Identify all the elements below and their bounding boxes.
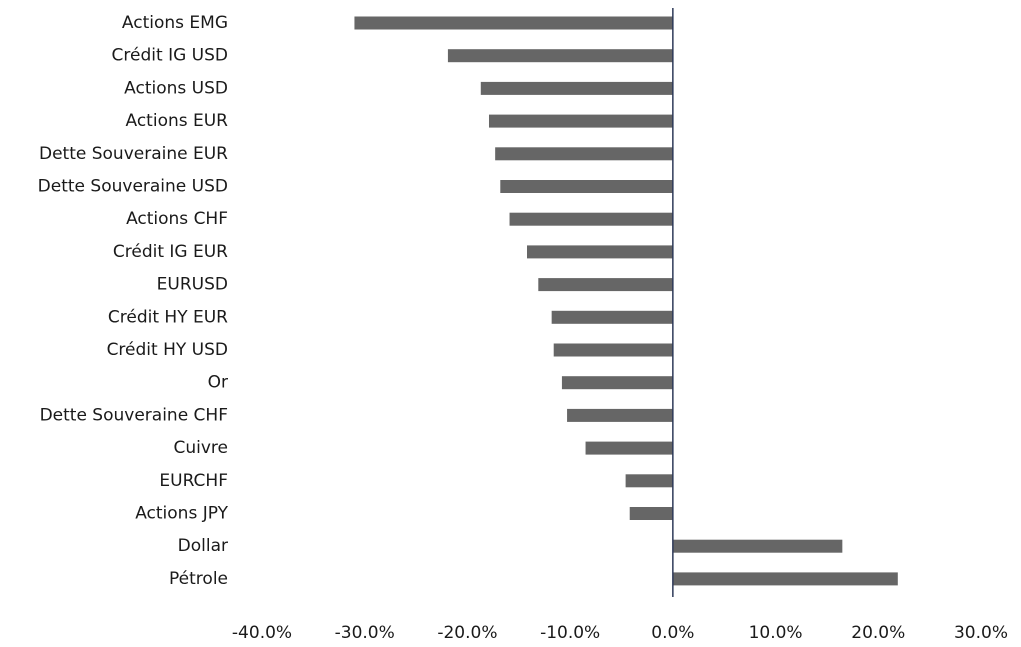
bar (480, 81, 673, 95)
category-label: Cuivre (173, 438, 228, 458)
bar (567, 408, 673, 422)
bar (551, 310, 673, 324)
x-tick-label: -30.0% (335, 623, 395, 642)
bar (447, 49, 673, 63)
x-tick-labels-group: -40.0% -30.0% -20.0% -10.0% 0.0% 10.0% 20.0% 30… (232, 623, 1008, 643)
bars-group (354, 16, 898, 586)
bar (354, 16, 673, 30)
category-labels-group: Actions EMG Crédit IG USD Actions USD Actio… (38, 13, 229, 589)
bar (527, 245, 673, 259)
x-tick-label: 20.0% (851, 623, 905, 642)
bar (488, 114, 673, 128)
category-label: Dollar (178, 536, 228, 556)
category-label: Or (208, 373, 228, 393)
category-label: Crédit IG EUR (113, 242, 228, 262)
category-label: Crédit HY EUR (108, 307, 228, 327)
category-label: Actions USD (124, 78, 228, 98)
x-tick-label: -20.0% (437, 623, 497, 642)
bar (625, 474, 673, 488)
category-label: Dette Souveraine EUR (39, 144, 228, 164)
x-tick-label: -10.0% (540, 623, 600, 642)
category-label: Actions JPY (135, 504, 228, 524)
category-label: EURCHF (159, 471, 228, 491)
category-label: Crédit HY USD (107, 340, 228, 360)
category-label: Actions CHF (126, 209, 228, 229)
x-tick-label: 30.0% (954, 623, 1008, 642)
x-tick-label: -40.0% (232, 623, 292, 642)
bar (500, 180, 673, 193)
category-label: Actions EUR (126, 111, 229, 131)
bar (561, 376, 673, 390)
bar (672, 539, 843, 553)
category-label: Actions EMG (122, 13, 228, 33)
bar (672, 572, 898, 586)
x-tick-label: 10.0% (749, 623, 803, 642)
bar (509, 212, 673, 226)
bar (585, 441, 673, 455)
bar (629, 507, 673, 520)
bar (495, 147, 673, 161)
category-label: EURUSD (157, 275, 228, 295)
category-label: Pétrole (169, 569, 228, 589)
bar (553, 343, 673, 357)
category-label: Dette Souveraine CHF (40, 405, 228, 425)
bar (538, 278, 673, 292)
category-label: Dette Souveraine USD (38, 177, 228, 197)
x-tick-label: 0.0% (651, 623, 694, 642)
category-label: Crédit IG USD (112, 46, 228, 66)
